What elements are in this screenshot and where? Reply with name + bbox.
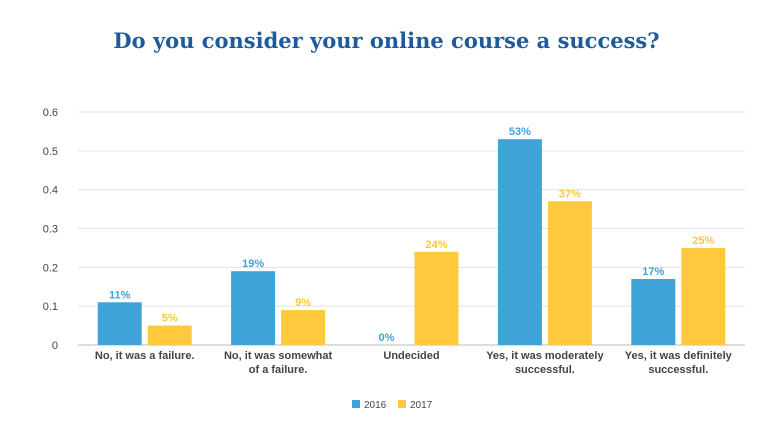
- x-tick-label: No, it was somewhat: [224, 350, 333, 362]
- data-label: 19%: [242, 258, 264, 270]
- legend-swatch-2016: [352, 400, 360, 408]
- y-tick-label: 0.5: [43, 146, 58, 158]
- y-tick-label: 0.4: [43, 185, 58, 197]
- data-label: 25%: [692, 235, 714, 247]
- chart-title: Do you consider your online course a suc…: [113, 28, 660, 53]
- data-label: 53%: [509, 126, 531, 138]
- data-label: 24%: [425, 239, 447, 251]
- data-label: 37%: [559, 188, 581, 200]
- y-tick-label: 0.2: [43, 262, 58, 274]
- bar-2017: [147, 325, 192, 345]
- y-tick-label: 0.3: [43, 224, 58, 236]
- bar-2017: [547, 201, 592, 345]
- bar-2016: [631, 278, 676, 345]
- y-tick-label: 0.6: [43, 107, 58, 119]
- x-tick-label: Yes, it was moderately: [486, 350, 604, 362]
- x-tick-label: Yes, it was definitely: [625, 350, 733, 362]
- data-label: 5%: [162, 313, 178, 325]
- y-tick-label: 0.1: [43, 301, 58, 313]
- data-label: 9%: [295, 297, 311, 309]
- x-tick-label: Undecided: [383, 350, 439, 362]
- bar-2017: [281, 310, 326, 345]
- bar-2016: [497, 139, 542, 345]
- legend-swatch-2017: [398, 400, 406, 408]
- bar-2016: [97, 302, 142, 345]
- x-tick-label: No, it was a failure.: [95, 350, 195, 362]
- x-tick-label: successful.: [648, 364, 708, 376]
- bar-2017: [681, 247, 726, 345]
- legend-label: 2016: [364, 400, 387, 411]
- bar-2016: [231, 271, 276, 345]
- x-tick-label: successful.: [515, 364, 575, 376]
- legend-label: 2017: [410, 400, 433, 411]
- data-label: 11%: [109, 289, 131, 301]
- data-label: 17%: [642, 266, 664, 278]
- y-tick-label: 0: [52, 340, 58, 352]
- x-tick-label: of a failure.: [249, 364, 308, 376]
- bar-2017: [414, 251, 459, 345]
- data-label: 0%: [379, 332, 395, 344]
